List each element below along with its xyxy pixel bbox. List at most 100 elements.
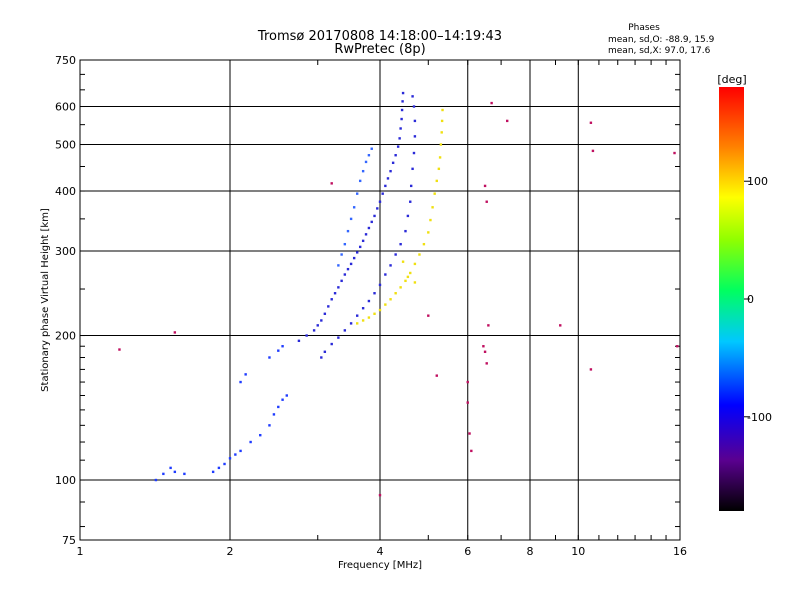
data-point [673, 151, 676, 155]
data-point [378, 308, 382, 312]
series-1 [297, 91, 417, 359]
data-point [281, 398, 284, 401]
data-point [404, 279, 407, 283]
data-point [418, 253, 421, 256]
data-point [413, 281, 417, 284]
data-point [367, 299, 371, 303]
data-point [217, 466, 221, 470]
x-tick-label: 16 [673, 545, 687, 558]
data-point [239, 449, 242, 453]
data-point [343, 273, 347, 276]
data-point [343, 242, 347, 246]
data-point [211, 470, 215, 474]
y-tick-label: 75 [62, 534, 76, 547]
data-point [323, 350, 327, 353]
data-point [394, 292, 397, 295]
data-point [406, 275, 410, 279]
data-point [281, 345, 284, 348]
data-point [337, 336, 340, 339]
y-tick-label: 500 [55, 139, 76, 152]
data-point [589, 368, 593, 371]
data-point [349, 262, 353, 266]
data-point [268, 356, 271, 359]
data-point [352, 256, 356, 260]
data-point [406, 214, 410, 218]
x-tick-label: 10 [571, 545, 585, 558]
data-point [378, 493, 382, 497]
data-point [118, 348, 121, 351]
series-2 [337, 147, 373, 267]
data-point [404, 229, 407, 233]
series-0 [154, 345, 288, 482]
data-point [349, 322, 353, 325]
data-point [361, 169, 365, 173]
colorbar [719, 87, 744, 511]
data-point [384, 184, 387, 188]
data-points [118, 91, 679, 497]
data-point [373, 312, 376, 315]
data-point [589, 121, 593, 124]
series-4 [118, 101, 679, 497]
data-point [183, 472, 186, 476]
data-point [559, 324, 562, 327]
data-point [358, 179, 362, 183]
y-axis-label: Stationary phase Virtual Height [km] [40, 208, 51, 392]
data-point [676, 345, 679, 348]
colorbar-tick-label: -100 [747, 411, 772, 424]
data-point [333, 292, 337, 295]
data-point [386, 177, 390, 180]
data-point [384, 273, 387, 276]
data-point [391, 161, 395, 165]
data-point [378, 200, 382, 203]
colorbar-tick-label: 0 [747, 293, 754, 306]
colorbar-label: [deg] [717, 73, 746, 86]
data-point [352, 206, 356, 209]
data-point [355, 192, 359, 195]
data-point [427, 231, 430, 234]
data-point [355, 251, 359, 254]
y-tick-label: 100 [55, 474, 76, 487]
data-point [337, 286, 340, 289]
data-point [154, 478, 158, 482]
stats-line-o: mean, sd,O: -88.9, 15.9 [608, 35, 715, 45]
data-point [330, 182, 333, 185]
data-point [162, 472, 165, 476]
data-point [431, 206, 434, 209]
data-point [320, 319, 323, 322]
x-tick-label: 8 [527, 545, 534, 558]
chart-subtitle: RwPretec (8p) [334, 42, 425, 57]
data-point [483, 350, 487, 353]
data-point [401, 260, 405, 263]
x-axis-label: Frequency [MHz] [338, 560, 422, 571]
data-point [259, 433, 262, 437]
data-point [433, 192, 436, 195]
data-point [367, 316, 371, 319]
data-point [466, 380, 469, 384]
data-point [439, 143, 443, 146]
data-point [249, 440, 252, 444]
data-point [361, 307, 365, 310]
y-tick-label: 600 [55, 101, 76, 114]
data-point [312, 329, 316, 332]
data-point [413, 119, 417, 123]
data-point [364, 160, 368, 164]
data-point [412, 105, 416, 108]
stats-heading: Phases [628, 23, 660, 33]
data-point [401, 91, 405, 95]
x-tick-label: 1 [77, 545, 84, 558]
data-point [440, 131, 443, 134]
data-point [470, 449, 473, 453]
colorbar-ticks: 100 0 -100 [744, 175, 772, 424]
colorbar-tick-label: 100 [747, 175, 768, 188]
data-point [223, 462, 226, 466]
data-point [427, 314, 430, 317]
data-point [483, 184, 487, 188]
x-tick-label: 4 [377, 545, 384, 558]
data-point [429, 218, 432, 222]
data-point [285, 394, 288, 397]
data-point [361, 319, 365, 322]
data-point [441, 108, 444, 112]
series-3 [355, 108, 444, 325]
data-point [364, 233, 368, 236]
data-point [340, 279, 343, 283]
